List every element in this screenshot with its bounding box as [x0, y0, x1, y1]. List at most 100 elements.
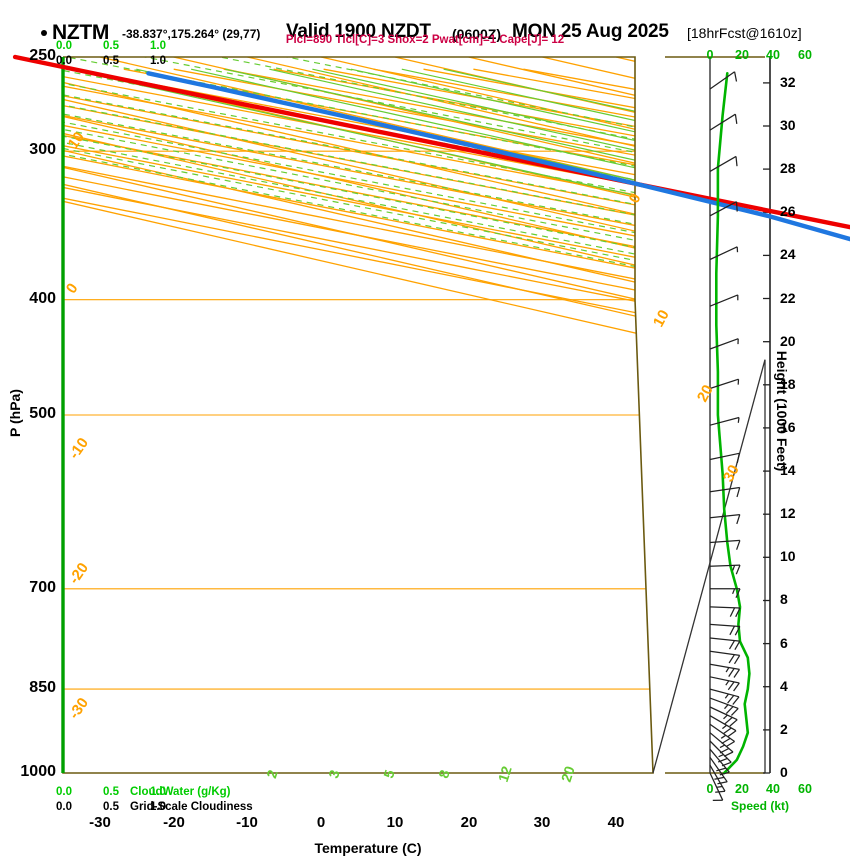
wind-barb-full-feather — [719, 771, 730, 776]
forecast-stamp: [18hrFcst@1610z] — [687, 25, 802, 41]
wind-barb-full-feather — [733, 71, 738, 82]
wind-barb-full-feather — [735, 564, 741, 575]
temperature-tick-20: 20 — [460, 814, 478, 831]
wind-barb-shaft — [709, 201, 737, 217]
wind-barb-shaft — [709, 539, 740, 544]
grid-lines — [63, 57, 653, 773]
dry-adiabat--50 — [63, 68, 653, 773]
dry-adiabat-label-left-0: 10 — [64, 128, 89, 153]
pressure-tick-500: 500 — [29, 405, 56, 422]
wind-barb-full-feather — [734, 626, 741, 636]
header: NZTM -38.837°,175.264° (29,77) Valid 190… — [0, 10, 850, 44]
moist-adiabat--20 — [63, 57, 653, 770]
cloudwater-axis-title: CloudWater (g/Kg) — [130, 786, 231, 798]
pressure-tick-300: 300 — [29, 141, 56, 158]
isotherm--90 — [63, 57, 653, 773]
wind-barb-half-feather — [732, 588, 736, 595]
dry-adiabat-label-left-3: -20 — [65, 559, 93, 588]
station-coords: -38.837°,175.264° (29,77) — [122, 27, 261, 41]
wind-barb-half-feather — [719, 744, 725, 749]
wind-barb-shaft — [709, 697, 739, 709]
wind-barb-shaft — [709, 71, 735, 90]
wind-barb-full-feather — [729, 625, 736, 636]
wind-barb-shaft — [709, 772, 724, 801]
stability-indices: Plcl=890 Tlcl[C]=3 Shox=2 Pwat[cm]=1 Cap… — [285, 34, 565, 46]
temperature-axis-title: Temperature (C) — [314, 840, 422, 856]
wind-barb-half-feather — [725, 667, 730, 673]
cloudiness-axis-title: Grid-Scale Cloudiness — [130, 801, 253, 813]
cloudwater-tick-top-0: 0.0 — [56, 40, 72, 52]
wind-barb-full-feather — [715, 790, 726, 793]
speed-tick-top-0: 0 — [706, 48, 714, 62]
wind-barb-shaft — [709, 606, 741, 609]
speed-axis-title: Speed (kt) — [730, 799, 789, 813]
cloudiness-tick-bot-2: 1.0 — [150, 801, 166, 813]
height-tick-26: 26 — [780, 203, 796, 219]
wind-barb-shaft — [709, 416, 740, 426]
wind-barb-half-feather — [716, 785, 723, 788]
wind-barb-half-feather — [718, 754, 724, 758]
cloudiness-tick-bot-1: 0.5 — [103, 801, 119, 813]
cloudiness-tick-bot-0: 0.0 — [56, 801, 72, 813]
speed-tick-top-20: 20 — [735, 48, 749, 62]
dry-adiabat-label-left-4: -30 — [65, 694, 93, 723]
wind-barb-half-feather — [732, 565, 736, 571]
wind-barb-shaft — [709, 663, 740, 671]
height-axis-title: Height (1000 Feet) — [774, 350, 790, 472]
speed-tick-top-40: 40 — [766, 48, 780, 62]
wind-barb-shaft — [709, 564, 741, 567]
speed-tick-top-60: 60 — [798, 48, 812, 62]
wind-barb-full-feather — [735, 607, 741, 618]
wind-barb-shaft — [709, 246, 738, 261]
isotherm-label-right-3: 30 — [719, 462, 743, 485]
wind-barb-full-feather — [717, 781, 728, 785]
dry-adiabat--60 — [63, 68, 653, 773]
isotherm-label-right-0: 0 — [625, 190, 645, 207]
cloudiness-tick-top-0: 0.0 — [56, 55, 72, 67]
wind-barb-shaft — [709, 155, 737, 172]
wind-barb-half-feather — [722, 724, 727, 730]
isotherm--100 — [63, 57, 653, 773]
wind-barb-full-feather — [734, 640, 741, 651]
mixing-ratio-label-4: 12 — [494, 764, 515, 784]
wind-barb-half-feather — [725, 680, 730, 686]
wind-barb-full-feather — [735, 588, 741, 599]
temperature-tick-30: 30 — [533, 814, 551, 831]
temperature-tick-40: 40 — [607, 814, 625, 831]
isotherm--50 — [63, 57, 653, 773]
height-tick-16: 16 — [780, 419, 796, 435]
wind-barb-shaft — [709, 637, 740, 642]
wind-barb-half-feather — [724, 693, 730, 699]
wind-barb-full-feather — [714, 776, 725, 780]
dry-adiabat-label-left-2: -10 — [65, 434, 93, 463]
mixing-ratio-label-5: 20 — [557, 764, 578, 784]
wind-barb-full-feather — [732, 696, 740, 705]
pressure-axis-title: P (hPa) — [7, 389, 23, 437]
wind-barb-shaft — [709, 513, 740, 519]
wind-barb-full-feather — [716, 767, 726, 772]
valid-date: MON 25 Aug 2025 — [512, 21, 669, 42]
wind-barb-shaft — [709, 723, 735, 743]
wind-barb-full-feather — [735, 201, 738, 212]
wind-barb-full-feather — [728, 654, 735, 664]
wind-barb-full-feather — [730, 707, 739, 716]
cloudwater-tick-bot-2: 1.0 — [150, 786, 166, 798]
height-tick-4: 4 — [780, 678, 788, 694]
wind-barb-shaft — [709, 113, 736, 131]
pressure-tick-1000: 1000 — [20, 763, 56, 780]
wind-barb-full-feather — [717, 757, 728, 763]
wind-barb-half-feather — [724, 704, 729, 710]
wind-barb-full-feather — [727, 730, 737, 738]
wind-barb-full-feather — [721, 737, 731, 745]
wind-barb-full-feather — [727, 695, 735, 704]
wind-barb-full-feather — [733, 655, 741, 665]
wind-barb-shaft — [709, 650, 740, 657]
height-tick-20: 20 — [780, 333, 796, 349]
wind-barb-shaft — [709, 706, 738, 721]
mixing-ratio-label-2: 5 — [380, 767, 398, 781]
height-tick-22: 22 — [780, 290, 796, 306]
height-tick-8: 8 — [780, 591, 788, 607]
wind-barb-full-feather — [728, 668, 735, 677]
height-tick-12: 12 — [780, 505, 796, 521]
